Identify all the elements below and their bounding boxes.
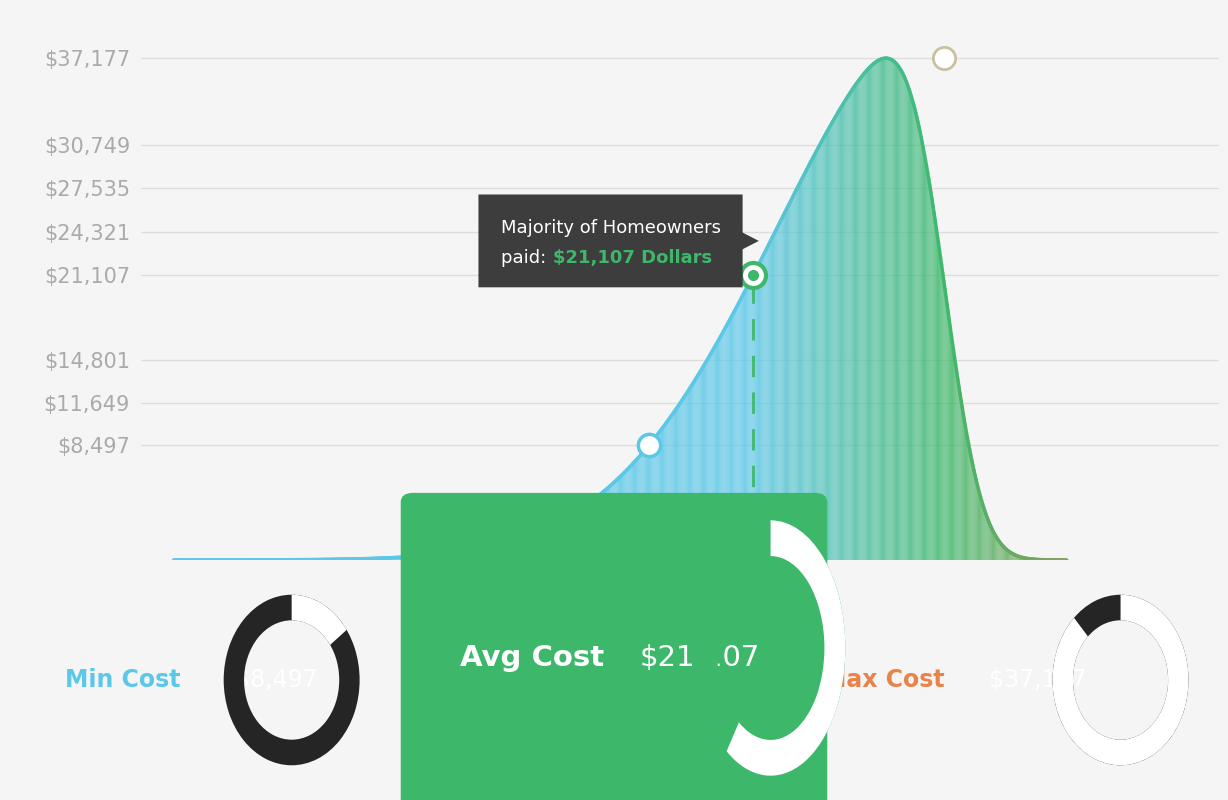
Wedge shape: [727, 648, 845, 776]
Text: $21,107: $21,107: [640, 644, 760, 672]
Wedge shape: [1052, 594, 1189, 766]
Text: Max Cost: Max Cost: [823, 668, 946, 692]
Polygon shape: [737, 230, 759, 252]
FancyBboxPatch shape: [400, 493, 828, 800]
Text: Avg Cost: Avg Cost: [460, 644, 604, 672]
Wedge shape: [292, 594, 346, 645]
FancyBboxPatch shape: [479, 194, 743, 287]
Text: Min Cost: Min Cost: [65, 668, 181, 692]
Wedge shape: [223, 594, 360, 766]
Wedge shape: [771, 520, 845, 648]
Text: paid:: paid:: [501, 249, 553, 266]
Wedge shape: [1052, 618, 1189, 766]
Text: $8,497: $8,497: [235, 668, 318, 692]
Text: $37,177: $37,177: [989, 668, 1087, 692]
Text: $21,107 Dollars: $21,107 Dollars: [553, 249, 712, 266]
Wedge shape: [1120, 594, 1189, 680]
Wedge shape: [696, 520, 845, 776]
Text: Majority of Homeowners: Majority of Homeowners: [501, 219, 721, 237]
